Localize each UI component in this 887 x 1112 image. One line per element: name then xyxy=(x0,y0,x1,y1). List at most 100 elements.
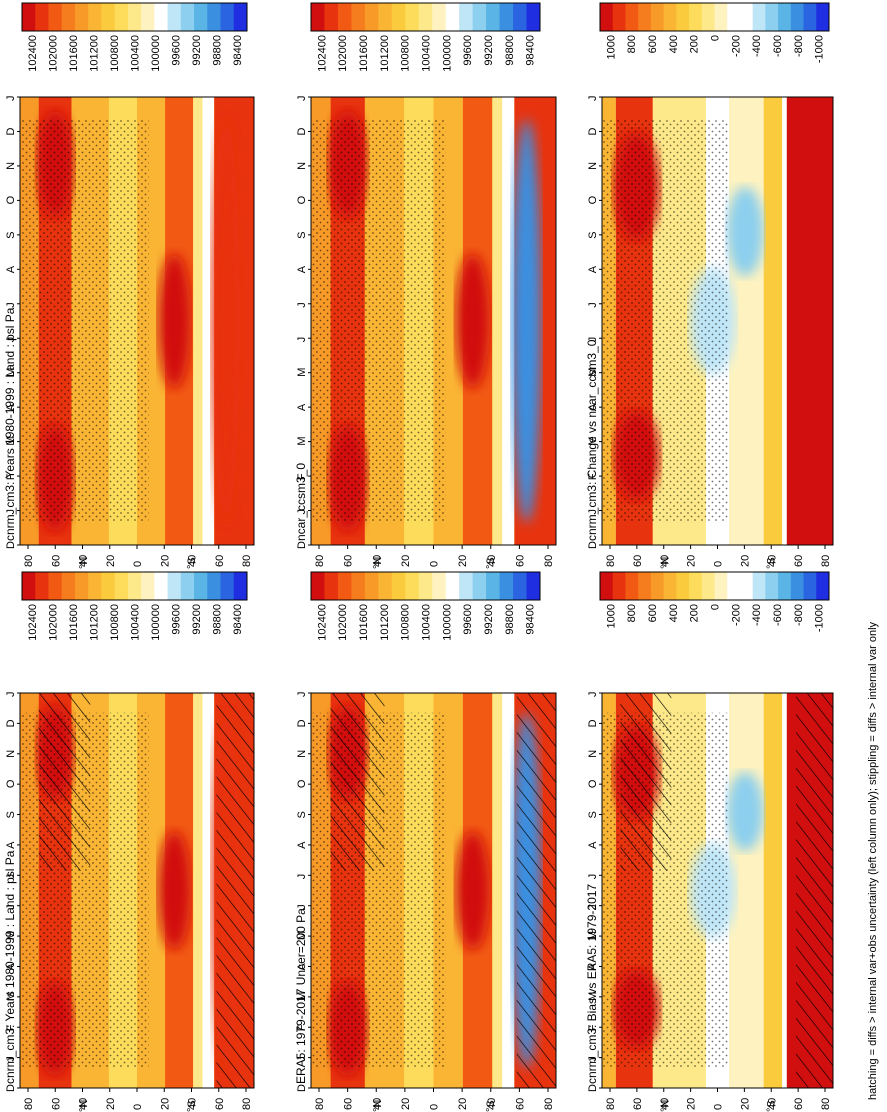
lat-tick-label: 60 xyxy=(632,555,644,567)
lat-tick-label: 40 xyxy=(486,555,498,567)
hemisphere-label: °N xyxy=(372,1100,384,1112)
month-tick-label: J xyxy=(296,904,308,910)
panel-5: 80 60 40 20 0 20 40 60 80°N °SDJFMAMJJASONDJcnrm_… xyxy=(585,2,834,569)
colorbar-tick-label: -800 xyxy=(793,604,805,626)
lat-tick-label: 80 xyxy=(543,1098,555,1110)
hatching xyxy=(330,693,385,871)
month-tick-label: D xyxy=(587,127,599,135)
colorbar-tick-label: -1000 xyxy=(814,35,826,63)
colorbar-tick-label: 102400 xyxy=(27,604,39,641)
colorbar-swatch xyxy=(337,572,352,600)
colorbar-tick-label: -800 xyxy=(793,35,805,57)
lat-tick-label: 0 xyxy=(132,1104,144,1110)
colorbar-swatch xyxy=(650,572,665,600)
colorbar-swatch xyxy=(48,572,63,600)
lat-tick-label: 60 xyxy=(343,555,355,567)
heatmap-field xyxy=(20,693,254,1088)
lat-tick-label: 60 xyxy=(514,555,526,567)
lat-band xyxy=(763,97,783,545)
colorbar-swatch xyxy=(311,572,325,600)
month-tick-label: J xyxy=(587,302,599,308)
hatching xyxy=(38,693,91,871)
colorbar-swatch xyxy=(432,572,447,600)
month-tick-label: J xyxy=(296,337,308,343)
colorbar-tick-label: 99200 xyxy=(483,604,495,635)
colorbar-swatch xyxy=(432,3,447,31)
colorbar-swatch xyxy=(600,572,614,600)
lat-tick-label: 80 xyxy=(241,1098,253,1110)
lat-tick-label: 40 xyxy=(766,555,778,567)
month-tick-label: S xyxy=(5,232,17,239)
colorbar-swatch xyxy=(364,3,379,31)
colorbar-swatch xyxy=(351,572,366,600)
colorbar-swatch xyxy=(154,3,169,31)
colorbar-swatch xyxy=(486,572,501,600)
colorbar: 1000 800 600 400 200 0 -200 -400 -600 -800 -1000 xyxy=(599,571,830,632)
colorbar-tick-label: 99200 xyxy=(483,35,495,66)
colorbar-tick-label: 98400 xyxy=(525,35,537,66)
month-tick-label: J xyxy=(5,337,17,343)
lat-tick-label: 60 xyxy=(514,1098,526,1110)
colorbar-swatch xyxy=(207,572,222,600)
lat-tick-label: 0 xyxy=(429,561,441,567)
colorbar-swatch xyxy=(418,3,433,31)
hatching xyxy=(216,693,254,1088)
colorbar-tick-label: 200 xyxy=(689,35,701,53)
colorbar-swatch xyxy=(676,572,690,600)
colorbar-tick-label: -200 xyxy=(730,604,742,626)
panel-title: ERA5: 1979-2017 Uncer=200 Pa xyxy=(294,908,308,1084)
colorbar-swatch xyxy=(612,572,626,600)
lat-tick-label: 80 xyxy=(605,555,617,567)
colorbar-tick-label: 101200 xyxy=(379,604,391,641)
colorbar-tick-label: 102400 xyxy=(27,35,39,72)
month-tick-label: A xyxy=(5,962,17,970)
colorbar-tick-label: 400 xyxy=(668,35,680,53)
lat-tick-label: 60 xyxy=(793,555,805,567)
month-tick-label: S xyxy=(5,811,17,818)
heatmap-blob xyxy=(726,772,764,851)
hemisphere-label: °S xyxy=(186,1100,198,1112)
colorbar-swatch xyxy=(88,572,102,600)
colorbar-swatch xyxy=(405,3,420,31)
colorbar-swatch xyxy=(445,572,460,600)
month-tick-label: D xyxy=(587,719,599,727)
colorbar-swatch xyxy=(459,3,474,31)
colorbar-tick-label: 99200 xyxy=(191,604,203,635)
colorbar-frame xyxy=(599,2,830,32)
hemisphere-label: °N xyxy=(659,1100,671,1112)
panel-0: 80 60 40 20 0 20 40 60 80 °N °S D J F M A M J J A S O N D Jcnrm_… xyxy=(3,571,255,1112)
colorbar-swatch xyxy=(101,3,116,31)
heatmap-field xyxy=(311,97,556,545)
month-tick-label: F xyxy=(296,1024,308,1031)
colorbar-tick-label: 101600 xyxy=(358,604,370,641)
colorbar-swatch xyxy=(739,3,754,31)
colorbar-swatch xyxy=(127,572,142,600)
colorbar-swatch xyxy=(663,572,677,600)
colorbar-swatch xyxy=(816,3,830,31)
colorbar-tick-label: 100400 xyxy=(421,604,433,641)
month-tick-label: F xyxy=(587,1024,599,1031)
month-tick-label: A xyxy=(587,962,599,970)
colorbar-tick-label: -200 xyxy=(730,35,742,57)
hatching xyxy=(516,693,556,1088)
colorbar-swatch xyxy=(167,3,182,31)
colorbar-swatch xyxy=(445,3,460,31)
month-tick-label: A xyxy=(296,962,308,970)
colorbar-tick-label: 101200 xyxy=(89,604,101,641)
colorbar-tick-label: 100800 xyxy=(400,35,412,72)
hemisphere-label: °N xyxy=(372,557,384,569)
colorbar-tick-label: 200 xyxy=(689,604,701,622)
colorbar-tick-label: -600 xyxy=(772,604,784,626)
colorbar-swatch xyxy=(101,572,116,600)
lat-tick-label: 80 xyxy=(314,1098,326,1110)
colorbar-swatch xyxy=(701,3,715,31)
panel-title: cnrm_cm3: Years 1980-1999 : Land : psl P… xyxy=(3,307,17,541)
colorbar-swatch xyxy=(141,572,155,600)
colorbar-swatch xyxy=(778,572,792,600)
lat-tick-label: 20 xyxy=(686,1098,698,1110)
heatmap-blob xyxy=(726,186,764,277)
panel-1: 80 60 40 20 0 20 40 60 80°N °SDJFMAMJJASONDJERA5:… xyxy=(294,571,557,1112)
month-tick-label: D xyxy=(296,541,308,549)
lat-tick-label: 0 xyxy=(132,561,144,567)
